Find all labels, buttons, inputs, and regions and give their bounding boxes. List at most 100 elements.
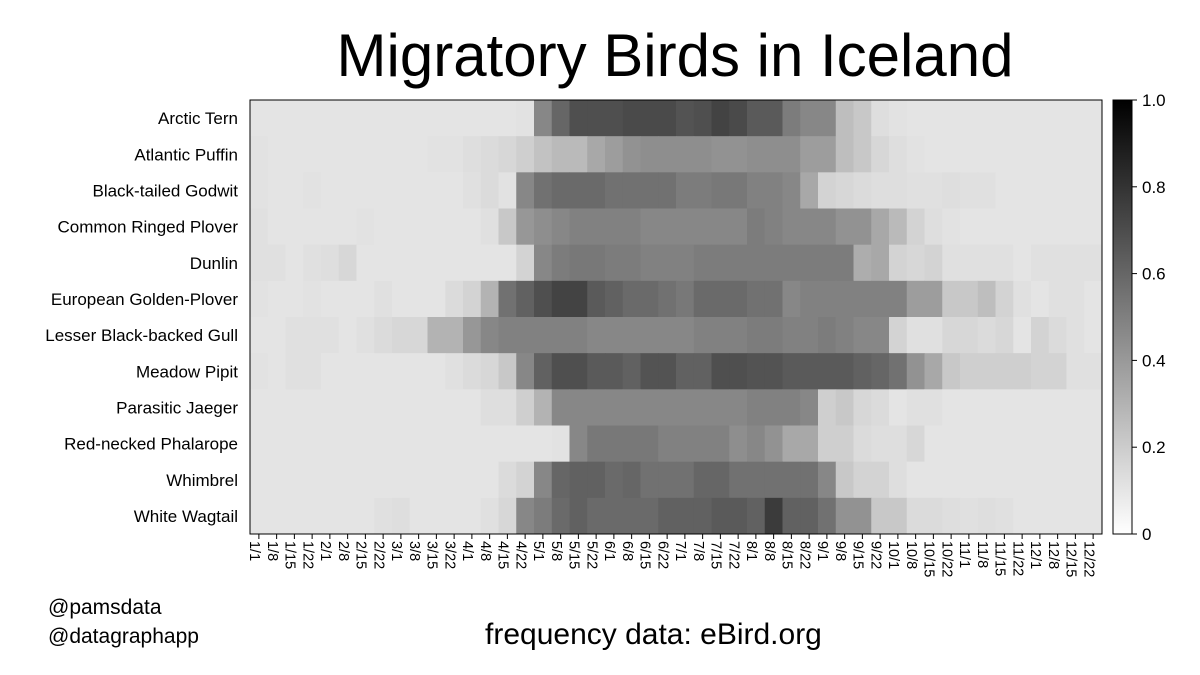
heatmap-cell — [321, 172, 340, 209]
heatmap-cell — [942, 172, 961, 209]
heatmap-cell — [374, 461, 393, 499]
heatmap-cell — [480, 280, 499, 318]
column-label: 1/1 — [246, 541, 262, 561]
column-label: 6/1 — [601, 541, 617, 561]
heatmap-cell — [1084, 244, 1103, 282]
heatmap-cell — [427, 136, 446, 173]
heatmap-cell — [267, 353, 286, 390]
heatmap-cell — [942, 244, 961, 282]
heatmap-cell — [800, 425, 819, 463]
heatmap-cell — [924, 425, 943, 463]
heatmap-cell — [267, 389, 286, 426]
heatmap-cell — [374, 208, 393, 246]
heatmap-cell — [995, 425, 1014, 463]
heatmap-cell — [693, 244, 712, 282]
column-label: 6/22 — [654, 541, 670, 569]
heatmap-cell — [782, 389, 801, 426]
column-label: 6/15 — [637, 541, 653, 569]
heatmap-cell — [463, 497, 482, 535]
heatmap-cell — [764, 136, 783, 173]
heatmap-cell — [995, 244, 1014, 282]
heatmap-cell — [640, 497, 659, 535]
heatmap-cell — [906, 100, 925, 137]
heatmap-cell — [658, 244, 677, 282]
heatmap-cell — [374, 353, 393, 390]
heatmap-cell — [551, 136, 570, 173]
colorbar-ticks: 0 0.2 0.4 0.6 0.8 1.0 — [1132, 91, 1166, 544]
heatmap-cell — [409, 100, 428, 137]
heatmap-cell — [1048, 136, 1067, 173]
heatmap-cell — [906, 208, 925, 246]
heatmap-cell — [250, 425, 269, 463]
heatmap-cell — [782, 208, 801, 246]
heatmap-cell — [392, 425, 411, 463]
heatmap-cell — [711, 389, 730, 426]
column-label: 2/8 — [335, 541, 351, 561]
column-label: 5/15 — [566, 541, 582, 569]
heatmap-cell — [303, 317, 322, 354]
heatmap-cell — [303, 136, 322, 173]
row-label: Red-necked Phalarope — [64, 435, 238, 454]
heatmap-cell — [409, 172, 428, 209]
heatmap-cell — [534, 389, 553, 426]
column-label: 7/22 — [725, 541, 741, 569]
column-label: 8/15 — [779, 541, 795, 569]
heatmap-cell — [658, 280, 677, 318]
heatmap-cell — [480, 389, 499, 426]
heatmap-cell — [267, 100, 286, 137]
heatmap-cell — [285, 208, 304, 246]
heatmap-cell — [924, 100, 943, 137]
heatmap-cell — [729, 389, 748, 426]
heatmap-cell — [587, 136, 606, 173]
heatmap-cell — [942, 100, 961, 137]
heatmap-cell — [338, 172, 357, 209]
column-label: 7/8 — [690, 541, 706, 561]
heatmap-cell — [321, 497, 340, 535]
heatmap-cell — [782, 136, 801, 173]
heatmap-cell — [693, 317, 712, 354]
heatmap-cell — [711, 208, 730, 246]
heatmap-cell — [995, 317, 1014, 354]
heatmap-cell — [303, 280, 322, 318]
heatmap-cell — [445, 136, 464, 173]
heatmap-cell — [977, 100, 996, 137]
heatmap-cell — [338, 353, 357, 390]
heatmap-cell — [605, 244, 624, 282]
heatmap-cell — [871, 136, 890, 173]
column-label: 8/8 — [761, 541, 777, 561]
heatmap-cell — [729, 461, 748, 499]
heatmap-cell — [374, 280, 393, 318]
heatmap-cell — [569, 497, 588, 535]
heatmap-cell — [942, 497, 961, 535]
heatmap-cell — [835, 425, 854, 463]
heatmap-cell — [356, 280, 375, 318]
heatmap-cell — [1013, 497, 1032, 535]
heatmap-cell — [995, 280, 1014, 318]
heatmap-cell — [587, 497, 606, 535]
column-label: 3/1 — [388, 541, 404, 561]
heatmap-cell — [711, 280, 730, 318]
heatmap-cell — [250, 100, 269, 137]
heatmap-cell — [303, 461, 322, 499]
heatmap-cell — [1066, 208, 1085, 246]
heatmap-cell — [835, 317, 854, 354]
heatmap-cell — [356, 389, 375, 426]
column-label: 1/8 — [264, 541, 280, 561]
heatmap-cell — [605, 425, 624, 463]
heatmap-cell — [516, 136, 535, 173]
heatmap-cell — [356, 461, 375, 499]
heatmap-cell — [516, 353, 535, 390]
heatmap-cell — [658, 461, 677, 499]
heatmap-cell — [995, 353, 1014, 390]
heatmap-cell — [498, 100, 517, 137]
heatmap-cell — [835, 461, 854, 499]
heatmap-cell — [1048, 280, 1067, 318]
heatmap-cell — [942, 461, 961, 499]
heatmap-cell — [516, 389, 535, 426]
heatmap-cell — [906, 461, 925, 499]
heatmap-cell — [1048, 461, 1067, 499]
heatmap-cell — [1084, 136, 1103, 173]
heatmap-cell — [658, 425, 677, 463]
column-label: 5/1 — [530, 541, 546, 561]
heatmap-cell — [267, 136, 286, 173]
